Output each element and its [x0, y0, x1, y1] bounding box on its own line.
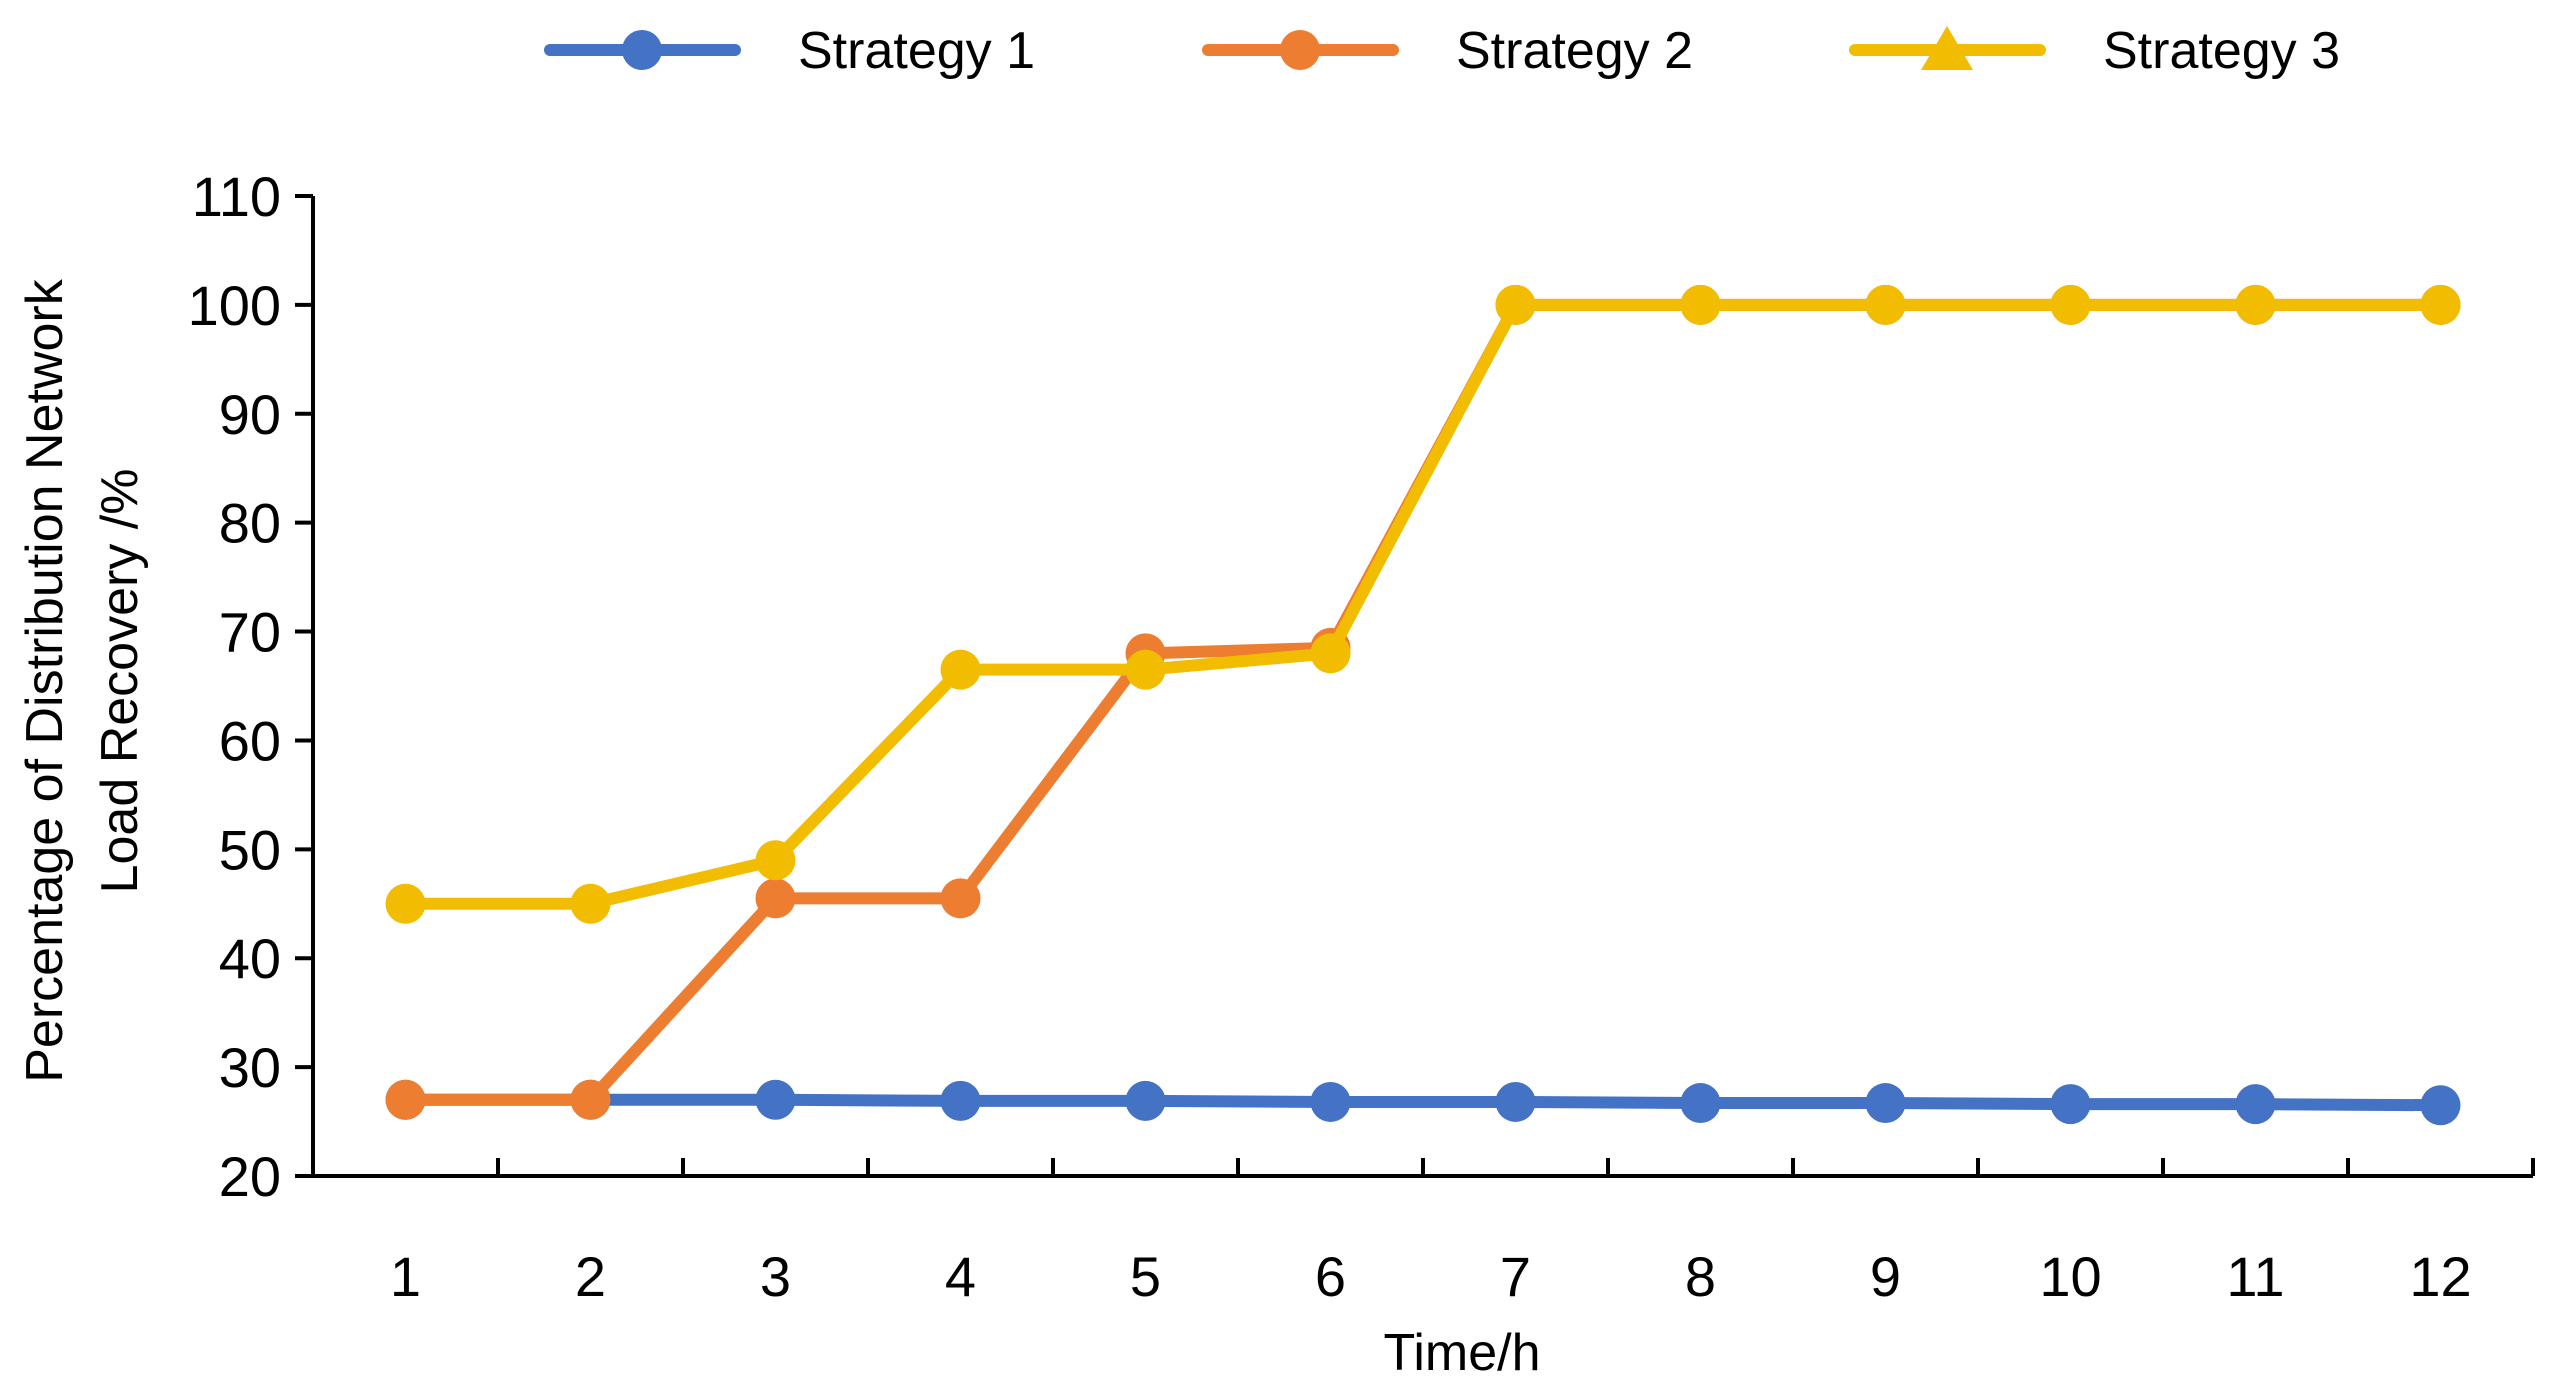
legend-marker-circle: [1280, 30, 1320, 70]
series-line: [399, 298, 2447, 1106]
data-point: [2235, 284, 2276, 325]
data-point: [1495, 1081, 1536, 1122]
series-group: [385, 284, 2461, 1126]
x-tick-label: 5: [1130, 1245, 1161, 1308]
data-point: [385, 883, 426, 924]
data-point: [755, 840, 796, 881]
x-tick-label: 11: [2226, 1245, 2284, 1308]
data-point: [755, 1079, 796, 1120]
data-point: [2235, 1084, 2276, 1125]
data-point: [755, 878, 796, 919]
x-tick-label: 6: [1315, 1245, 1346, 1308]
legend-item: Strategy 3: [1849, 22, 2340, 80]
y-tick-label: 20: [219, 1145, 281, 1208]
series-3: [385, 284, 2461, 924]
x-tick-label: 9: [1870, 1245, 1901, 1308]
data-point: [1865, 1083, 1906, 1124]
series-2: [385, 284, 2461, 1120]
data-point: [1125, 649, 1166, 690]
y-tick-label: 100: [188, 274, 281, 337]
series-1: [385, 1079, 2461, 1126]
x-tick-label: 1: [390, 1245, 421, 1308]
y-tick-label: 70: [219, 601, 281, 664]
y-tick-label: 90: [219, 383, 281, 446]
x-tick-label: 7: [1500, 1245, 1531, 1308]
y-axis-title-line: Load Recovery /%: [91, 469, 149, 894]
data-point: [1865, 284, 1906, 325]
legend: Strategy 1 Strategy 2 Strategy 3: [544, 22, 2340, 80]
series-line: [399, 1093, 2447, 1112]
legend-marker-triangle: [1921, 26, 1973, 70]
data-point: [385, 1079, 426, 1120]
legend-label: Strategy 1: [798, 22, 1035, 80]
data-point: [2050, 1084, 2091, 1125]
x-axis-ticks: 1 2 3 4 5 6 7 8 9 10 11 12: [390, 1158, 2535, 1308]
x-tick-label: 8: [1685, 1245, 1716, 1308]
data-point: [2050, 284, 2091, 325]
data-point: [1495, 284, 1536, 325]
y-tick-label: 60: [219, 709, 281, 772]
data-point: [2420, 284, 2461, 325]
data-point: [570, 883, 611, 924]
data-point: [940, 1080, 981, 1121]
legend-label: Strategy 2: [1456, 22, 1693, 80]
y-tick-label: 30: [219, 1036, 281, 1099]
y-tick-label: 50: [219, 818, 281, 881]
y-tick-label: 110: [192, 165, 281, 228]
data-point: [1310, 633, 1351, 674]
x-tick-label: 12: [2409, 1245, 2471, 1308]
data-point: [940, 649, 981, 690]
data-point: [2420, 1085, 2461, 1126]
data-point: [1310, 1081, 1351, 1122]
legend-marker-circle: [622, 30, 662, 70]
data-point: [940, 878, 981, 919]
x-tick-label: 4: [945, 1245, 976, 1308]
y-tick-label: 40: [219, 927, 281, 990]
legend-label: Strategy 3: [2103, 22, 2340, 80]
data-point: [570, 1079, 611, 1120]
y-axis-title: Percentage of Distribution Network Load R…: [16, 278, 149, 1082]
axes: [311, 196, 2533, 1178]
y-axis-ticks: 20 30 40 50 60 70 80 90 100 110: [188, 165, 313, 1208]
legend-item: Strategy 2: [1202, 22, 1693, 80]
x-tick-label: 3: [760, 1245, 791, 1308]
x-tick-label: 10: [2039, 1245, 2101, 1308]
y-tick-label: 80: [219, 492, 281, 555]
y-axis-title-line: Percentage of Distribution Network: [16, 278, 74, 1082]
x-axis-title: Time/h: [1384, 1324, 1541, 1382]
legend-item: Strategy 1: [544, 22, 1035, 80]
data-point: [1680, 284, 1721, 325]
data-point: [1680, 1083, 1721, 1124]
x-tick-label: 2: [575, 1245, 606, 1308]
series-line: [399, 298, 2447, 910]
data-point: [1125, 1080, 1166, 1121]
